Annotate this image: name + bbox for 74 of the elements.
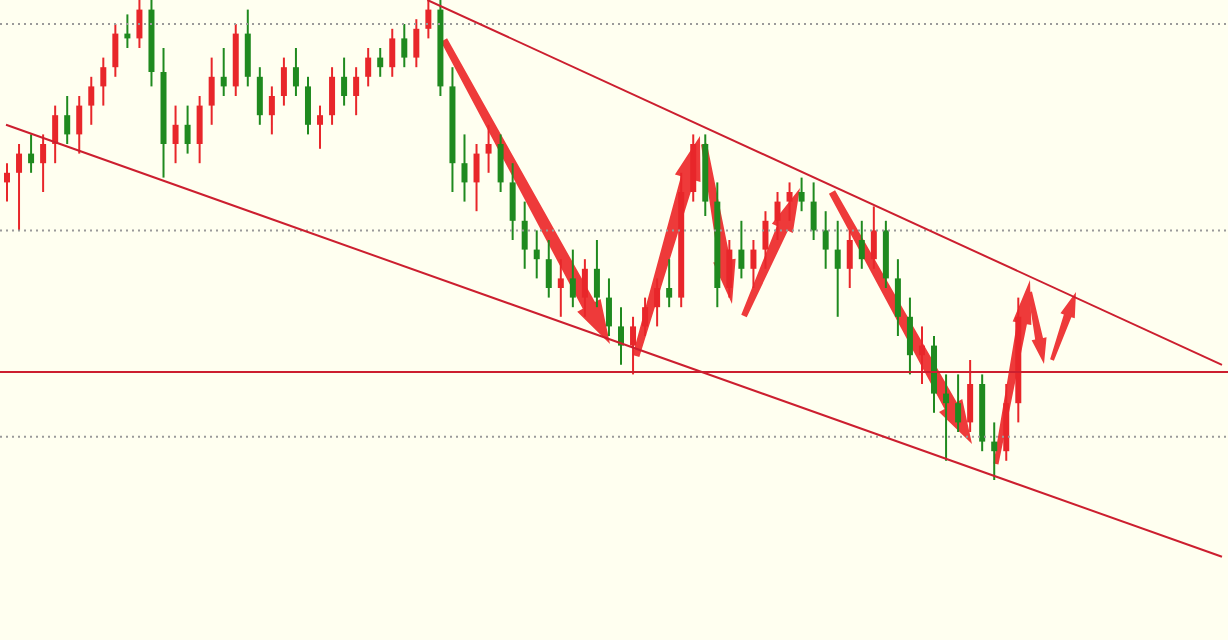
- candlestick: [786, 181, 793, 222]
- candlestick: [256, 66, 263, 126]
- candlestick: [630, 315, 637, 376]
- candlestick: [654, 277, 661, 328]
- candlestick: [220, 47, 227, 97]
- candlestick: [605, 277, 612, 337]
- candlestick: [389, 27, 396, 78]
- candlestick: [521, 200, 528, 270]
- candlestick: [858, 219, 865, 270]
- candlestick: [377, 47, 384, 78]
- candlestick: [642, 296, 649, 337]
- candlestick: [413, 18, 420, 69]
- candlestick: [967, 359, 974, 433]
- candlestick: [666, 258, 673, 309]
- candlestick: [280, 56, 287, 107]
- candlestick: [822, 210, 829, 270]
- candlestick: [557, 258, 564, 318]
- candlestick: [906, 296, 913, 376]
- candlestick: [509, 162, 516, 241]
- candlestick: [533, 229, 540, 280]
- candlestick: [882, 219, 889, 289]
- candlestick: [100, 56, 107, 107]
- candlestick: [834, 219, 841, 318]
- candlestick: [353, 66, 360, 117]
- candlestick: [991, 421, 998, 481]
- candlestick: [931, 335, 938, 414]
- candlestick: [112, 23, 119, 78]
- candlestick: [317, 104, 324, 150]
- candlestick: [762, 210, 769, 270]
- candlestick: [894, 258, 901, 337]
- candlestick: [485, 123, 492, 174]
- candlestick: [955, 373, 962, 433]
- candlestick: [268, 85, 275, 136]
- candlestick: [569, 248, 576, 309]
- candlestick: [401, 23, 408, 69]
- candlestick: [341, 56, 348, 107]
- candlestick: [1003, 383, 1010, 462]
- candlestick: [738, 219, 745, 280]
- candlestick: [28, 133, 35, 174]
- candlestick: [329, 66, 336, 126]
- candlestick: [76, 95, 83, 155]
- candlestick: [461, 133, 468, 203]
- candlestick: [88, 75, 95, 126]
- candlestick: [304, 75, 311, 136]
- candlestick: [184, 104, 191, 155]
- candlestick: [943, 373, 950, 462]
- candlestick: [425, 0, 432, 40]
- candlestick: [726, 239, 733, 299]
- candlestick: [690, 133, 697, 203]
- candlestick: [618, 306, 624, 366]
- candlestick: [846, 229, 853, 289]
- candlestick: [473, 143, 480, 213]
- candlestick: [292, 47, 299, 97]
- candlestick: [798, 176, 805, 213]
- candlestick: [593, 239, 600, 309]
- candlestick: [918, 325, 925, 385]
- candlestick: [810, 181, 817, 241]
- candlestick: [196, 95, 203, 165]
- candlestick: [136, 0, 143, 49]
- candlestick: [208, 56, 215, 126]
- candlestick: [244, 8, 251, 88]
- candlestick: [40, 133, 47, 193]
- candlestick: [64, 95, 71, 145]
- candlestick: [750, 239, 757, 289]
- candlestick: [497, 133, 504, 193]
- candlestick: [581, 258, 588, 318]
- candlestick: [4, 162, 10, 203]
- candlestick: [774, 191, 781, 241]
- candlestick: [870, 205, 877, 270]
- candlestick: [545, 239, 552, 299]
- candlestick: [172, 104, 179, 165]
- candlestick: [52, 104, 59, 165]
- candlestick: [16, 143, 23, 232]
- candlestick: [365, 47, 372, 88]
